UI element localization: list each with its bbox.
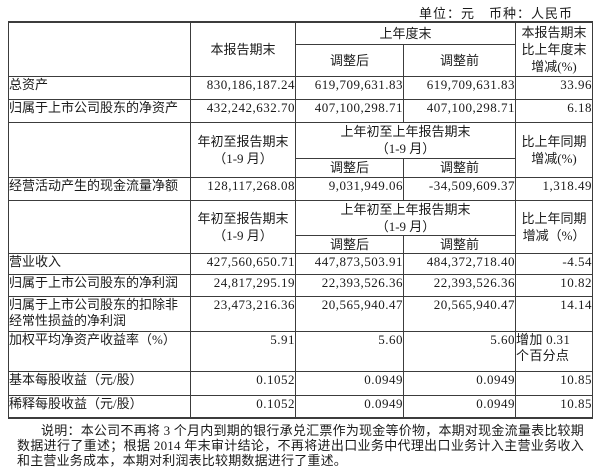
value-current-period: 830,186,187.24	[190, 75, 296, 100]
value-before-adjustment: 0.0949	[402, 370, 517, 396]
value-adjusted: 619,709,631.83	[295, 75, 404, 100]
value-change-pct: -4.54	[515, 252, 594, 275]
header-before-adjustment: 调整前	[402, 43, 517, 77]
value-change-note: 增加 0.31 个百分点	[515, 330, 594, 372]
note-text: 说明：本公司不再将 3 个月内到期的银行承兑汇票作为现金等价物，本期对现金流量表…	[17, 423, 584, 468]
value-current-period: 24,817,295.19	[190, 273, 296, 297]
unit-currency-line: 单位：元 币种：人民币	[418, 6, 573, 21]
header-adjusted: 调整后	[295, 157, 404, 178]
value-current-period: 0.1052	[190, 370, 296, 396]
value-change-pct: 14.14	[515, 295, 594, 332]
value-change-pct: 33.96	[515, 75, 594, 100]
header-prev-year-end: 上年度末	[294, 21, 517, 45]
row-label: 加权平均净资产收益率（%）	[8, 330, 191, 372]
value-adjusted: 20,565,940.47	[295, 295, 404, 332]
table-header-row: 年初至报告期末 （1-9 月） 上年初至上年报告期末 （1-9 月） 比上年同期…	[8, 199, 594, 254]
header-ytd-period: 年初至报告期末 （1-9 月）	[190, 121, 296, 178]
table-header-row: 调整后 调整前	[9, 234, 593, 254]
row-label: 归属于上市公司股东的扣除非 经常性损益的净利润	[8, 295, 191, 332]
header-ytd-period: 年初至报告期末 （1-9 月）	[190, 199, 296, 254]
row-label: 归属于上市公司股东的净利润	[8, 273, 191, 297]
table-row-total-assets: 总资产 830,186,187.24 619,709,631.83 619,70…	[8, 75, 594, 100]
header-change-vs-prev-year-end: 本报告期末 比上年度末 增减(%)	[515, 21, 594, 77]
value-change-pct: 6.18	[515, 98, 594, 123]
value-before-adjustment: -34,509,609.37	[402, 176, 517, 201]
header-prev-ytd-period: 上年初至上年报告期末 （1-9 月）	[294, 199, 517, 236]
value-current-period: 128,117,268.08	[190, 176, 296, 201]
value-adjusted: 0.0949	[295, 394, 404, 419]
corner-cell	[8, 21, 191, 77]
value-current-period: 0.1052	[190, 394, 296, 419]
table-row-basic-eps: 基本每股收益（元/股） 0.1052 0.0949 0.0949 10.85	[8, 370, 594, 396]
header-current-period-end: 本报告期末	[190, 21, 296, 77]
value-change-pct: 1,318.49	[515, 176, 594, 201]
row-label: 稀释每股收益（元/股）	[8, 394, 191, 419]
table-row-net-assets: 归属于上市公司股东的净资产 432,242,632.70 407,100,298…	[8, 98, 594, 123]
corner-cell	[8, 199, 191, 254]
header-before-adjustment: 调整前	[402, 234, 517, 254]
table-row-operating-revenue: 营业收入 427,560,650.71 447,873,503.91 484,3…	[8, 252, 594, 275]
value-before-adjustment: 0.0949	[402, 394, 517, 419]
corner-cell	[8, 121, 191, 178]
table-header-row: 年初至报告期末 （1-9 月） 上年初至上年报告期末 （1-9 月） 比上年同期…	[8, 121, 594, 178]
key-financials-table: 本报告期末 上年度末 本报告期末 比上年度末 增减(%) 调整后 调整前 总资产…	[8, 21, 594, 419]
value-before-adjustment: 22,393,526.36	[402, 273, 517, 297]
value-adjusted: 22,393,526.36	[295, 273, 404, 297]
header-change-vs-prev-period: 比上年同期 增减（%）	[515, 199, 594, 254]
row-label: 归属于上市公司股东的净资产	[8, 98, 191, 123]
table-row-net-profit: 归属于上市公司股东的净利润 24,817,295.19 22,393,526.3…	[8, 273, 594, 297]
value-before-adjustment: 20,565,940.47	[402, 295, 517, 332]
value-current-period: 427,560,650.71	[190, 252, 296, 275]
header-prev-ytd-period: 上年初至上年报告期末 （1-9 月）	[294, 121, 517, 159]
row-label: 营业收入	[8, 252, 191, 275]
header-adjusted: 调整后	[295, 234, 404, 254]
header-adjusted: 调整后	[295, 43, 404, 77]
table-row-weighted-avg-roe: 加权平均净资产收益率（%） 5.91 5.60 5.60 增加 0.31 个百分…	[8, 330, 594, 372]
row-label: 基本每股收益（元/股）	[8, 370, 191, 396]
header-before-adjustment: 调整前	[402, 157, 517, 178]
value-change-pct: 10.85	[515, 370, 594, 396]
table-row-operating-cash-flow: 经营活动产生的现金流量净额 128,117,268.08 9,031,949.0…	[8, 176, 594, 201]
header-change-vs-prev-period: 比上年同期 增减(%)	[515, 121, 594, 178]
value-before-adjustment: 5.60	[402, 330, 517, 372]
value-change-pct: 10.85	[515, 394, 594, 419]
value-adjusted: 9,031,949.06	[295, 176, 404, 201]
value-before-adjustment: 407,100,298.71	[402, 98, 517, 123]
value-adjusted: 0.0949	[295, 370, 404, 396]
table-header-row: 本报告期末 上年度末 本报告期末 比上年度末 增减(%)	[8, 21, 594, 77]
value-change-pct: 10.82	[515, 273, 594, 297]
value-adjusted: 447,873,503.91	[295, 252, 404, 275]
table-header-row: 调整后 调整前	[9, 43, 593, 77]
value-current-period: 432,242,632.70	[190, 98, 296, 123]
value-current-period: 5.91	[190, 330, 296, 372]
table-row-diluted-eps: 稀释每股收益（元/股） 0.1052 0.0949 0.0949 10.85	[8, 394, 594, 419]
row-label: 经营活动产生的现金流量净额	[8, 176, 191, 201]
table-row-net-profit-excl-nonrecurring: 归属于上市公司股东的扣除非 经常性损益的净利润 23,473,216.36 20…	[8, 295, 594, 332]
row-label: 总资产	[8, 75, 191, 100]
value-adjusted: 5.60	[295, 330, 404, 372]
value-adjusted: 407,100,298.71	[295, 98, 404, 123]
value-current-period: 23,473,216.36	[190, 295, 296, 332]
value-before-adjustment: 484,372,718.40	[402, 252, 517, 275]
value-before-adjustment: 619,709,631.83	[402, 75, 517, 100]
